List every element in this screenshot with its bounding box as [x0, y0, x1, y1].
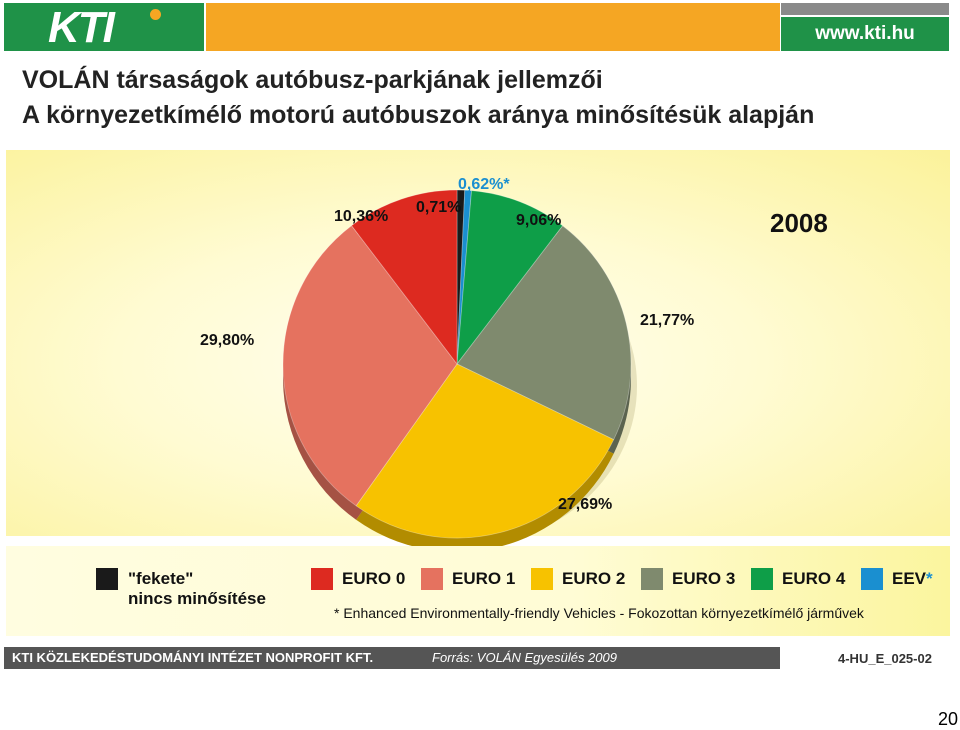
slice-label-euro2: 27,69% — [558, 496, 613, 513]
legend-swatch-euro3 — [641, 568, 663, 590]
footnote: * Enhanced Environmentally-friendly Vehi… — [334, 605, 864, 621]
slice-label-euro4: 9,06% — [516, 212, 562, 229]
header-bar-orange — [206, 3, 780, 51]
pie-slice-3 — [456, 225, 632, 441]
page-subtitle: A környezetkímélő motorú autóbuszok arán… — [22, 101, 815, 129]
legend-swatch-fekete — [96, 568, 118, 590]
pie-slice-0 — [456, 189, 466, 365]
footer-institute: KTI KÖZLEKEDÉSTUDOMÁNYI INTÉZET NONPROFI… — [12, 650, 374, 665]
slice-label-eev: 0,62%* — [458, 176, 510, 193]
legend-label-euro1: EURO 1 — [452, 569, 516, 588]
header-bar-right — [781, 17, 949, 51]
page-title: VOLÁN társaságok autóbusz-parkjának jell… — [22, 66, 603, 94]
pie-slice-6 — [351, 189, 458, 366]
legend-label-eev-text: EEV — [892, 569, 927, 588]
legend-swatch-euro2 — [531, 568, 553, 590]
legend-label-euro2: EURO 2 — [562, 569, 626, 588]
legend-label-euro0: EURO 0 — [342, 569, 406, 588]
slide-code: 4-HU_E_025-02 — [838, 651, 932, 666]
slice-label-euro0: 10,36% — [334, 208, 389, 225]
legend-label-euro4: EURO 4 — [782, 569, 846, 588]
legend-swatch-eev — [861, 568, 883, 590]
legend-swatch-euro1 — [421, 568, 443, 590]
slice-label-euro3: 21,77% — [640, 312, 695, 329]
logo-dot-icon — [150, 9, 161, 20]
header-bar-left — [4, 3, 204, 51]
page-number: 20 — [937, 709, 958, 729]
legend-label-fekete-2: nincs minősítése — [128, 589, 266, 608]
legend-label-fekete: "fekete" — [128, 569, 194, 588]
pie-slice-1 — [456, 189, 472, 365]
legend-swatch-euro4 — [751, 568, 773, 590]
website-link[interactable]: www.kti.hu — [815, 23, 915, 44]
legend-panel — [6, 546, 950, 636]
footer-source: Forrás: VOLÁN Egyesülés 2009 — [432, 650, 617, 665]
slice-label-fekete: 0,71% — [416, 199, 462, 216]
legend-swatch-euro0 — [311, 568, 333, 590]
chart-year-label: 2008 — [770, 208, 828, 238]
slice-label-euro1: 29,80% — [200, 332, 255, 349]
pie-slice-2 — [456, 190, 564, 366]
kti-logo: KTI — [48, 3, 115, 52]
footer-bar: KTI KÖZLEKEDÉSTUDOMÁNYI INTÉZET NONPROFI… — [4, 647, 780, 669]
header-bar-grey — [781, 3, 949, 15]
legend-label-euro3: EURO 3 — [672, 569, 736, 588]
pie-slice-4 — [355, 363, 615, 539]
pie-slice-5 — [282, 225, 458, 507]
legend-label-eev: EEV* — [892, 569, 933, 589]
legend-label-eev-star: * — [926, 569, 933, 588]
